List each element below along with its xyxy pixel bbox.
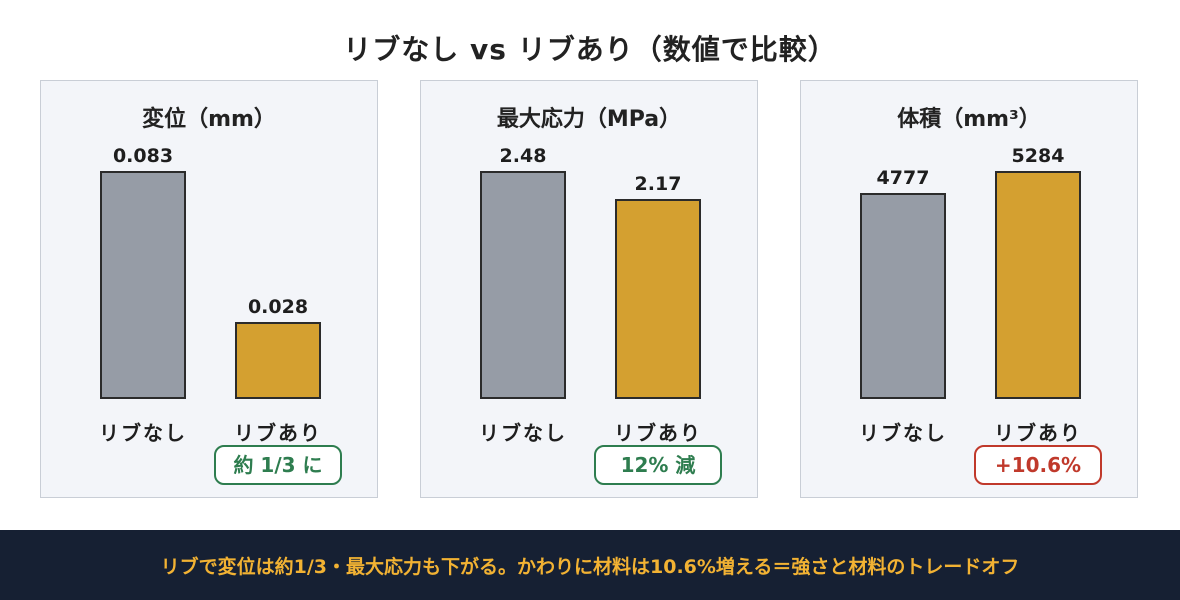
bar	[100, 171, 186, 399]
change-badge: 12% 減	[594, 445, 722, 485]
category-label: リブなし	[99, 421, 187, 445]
data-label: 2.48	[499, 145, 547, 167]
category-label: リブあり	[994, 421, 1082, 445]
data-label: 0.028	[247, 296, 309, 318]
page-title: リブなし vs リブあり（数値で比較）	[343, 33, 837, 66]
category-label: リブあり	[614, 421, 702, 445]
bar	[995, 171, 1081, 399]
change-badge: 約 1/3 に	[214, 445, 342, 485]
chart-title: 変位（mm）	[142, 107, 276, 132]
category-label: リブなし	[479, 421, 567, 445]
category-label: リブあり	[234, 421, 322, 445]
chart-title: 最大応力（MPa）	[496, 107, 682, 132]
chart-panel: 最大応力（MPa） 2.48 リブなし 2.17 リブあり 12% 減	[420, 80, 758, 498]
bar	[480, 171, 566, 399]
footer-text: リブで変位は約1/3・最大応力も下がる。かわりに材料は10.6%増える＝強さと材…	[160, 555, 1020, 578]
chart-panel: 体積（mm³） 4777 リブなし 5284 リブあり +10.6%	[800, 80, 1138, 498]
bar	[235, 322, 321, 399]
data-label: 0.083	[112, 145, 174, 167]
chart-title: 体積（mm³）	[897, 107, 1041, 132]
footer-banner: リブで変位は約1/3・最大応力も下がる。かわりに材料は10.6%増える＝強さと材…	[0, 530, 1180, 600]
data-label: 5284	[1011, 145, 1065, 167]
data-label: 4777	[876, 167, 930, 189]
bar	[860, 193, 946, 399]
bar	[615, 199, 701, 399]
change-badge: +10.6%	[974, 445, 1102, 485]
data-label: 2.17	[634, 173, 682, 195]
chart-panel: 変位（mm） 0.083 リブなし 0.028 リブあり約 1/3 に	[40, 80, 378, 498]
category-label: リブなし	[859, 421, 947, 445]
